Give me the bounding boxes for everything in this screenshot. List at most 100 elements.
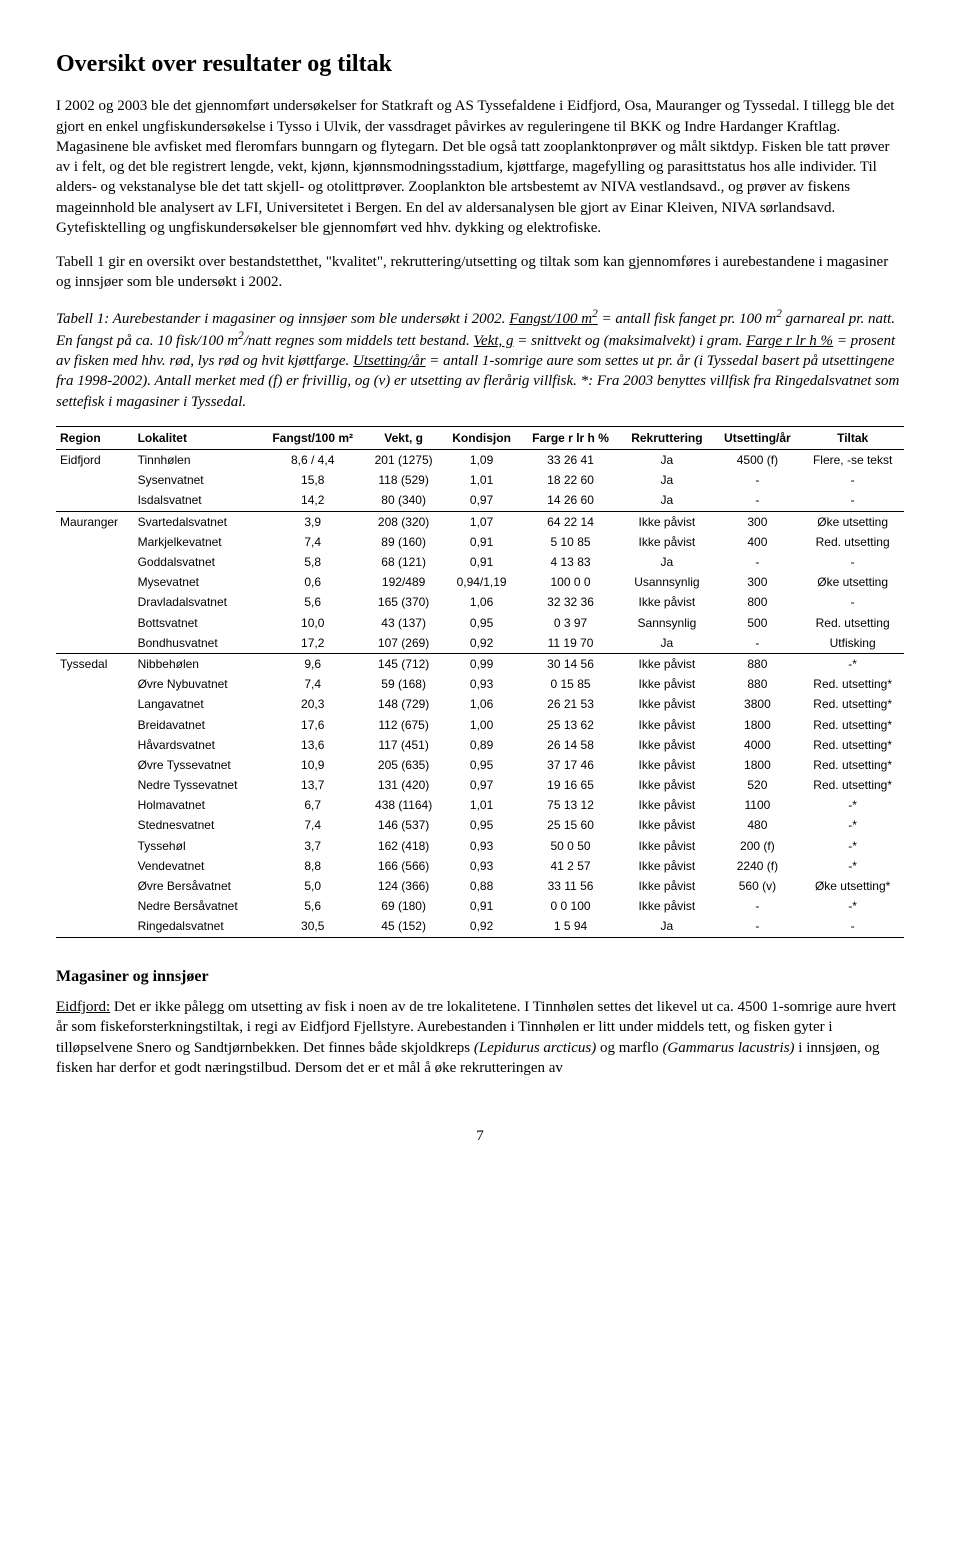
table-cell: 0,88 xyxy=(442,876,520,896)
table-cell: Ikke påvist xyxy=(620,815,713,835)
table-row: Nedre Tyssevatnet13,7131 (420)0,9719 16 … xyxy=(56,775,904,795)
table-cell: 69 (180) xyxy=(365,896,443,916)
col-fangst: Fangst/100 m² xyxy=(261,426,365,449)
table-cell: 520 xyxy=(714,775,802,795)
table-cell: 208 (320) xyxy=(365,511,443,532)
table-cell: Ja xyxy=(620,552,713,572)
table-cell xyxy=(56,896,134,916)
table-cell: 8,6 / 4,4 xyxy=(261,450,365,471)
table-cell: 68 (121) xyxy=(365,552,443,572)
caption-u2: Vekt, g xyxy=(474,333,514,349)
table-cell: 205 (635) xyxy=(365,755,443,775)
table-cell: Utfisking xyxy=(801,633,904,654)
table-cell: 9,6 xyxy=(261,653,365,674)
table-cell: 0,89 xyxy=(442,735,520,755)
table-cell: 560 (v) xyxy=(714,876,802,896)
table-cell xyxy=(56,856,134,876)
table-row: EidfjordTinnhølen8,6 / 4,4201 (1275)1,09… xyxy=(56,450,904,471)
table-cell: 17,6 xyxy=(261,715,365,735)
paragraph-intro: I 2002 og 2003 ble det gjennomført under… xyxy=(56,96,904,238)
table-cell: 25 13 62 xyxy=(521,715,621,735)
table-cell: 10,0 xyxy=(261,613,365,633)
table-cell: 107 (269) xyxy=(365,633,443,654)
table-cell: Ikke påvist xyxy=(620,836,713,856)
col-rekruttering: Rekruttering xyxy=(620,426,713,449)
table-cell: 0,93 xyxy=(442,674,520,694)
table-cell: Red. utsetting* xyxy=(801,694,904,714)
table-cell xyxy=(56,552,134,572)
table-cell: 0,95 xyxy=(442,815,520,835)
table-cell: Ja xyxy=(620,916,713,937)
table-cell: Mauranger xyxy=(56,511,134,532)
table-cell xyxy=(56,633,134,654)
caption-lead: Tabell 1: Aurebestander i magasiner og i… xyxy=(56,311,509,327)
table-cell: Øke utsetting* xyxy=(801,876,904,896)
table-cell: 0 15 85 xyxy=(521,674,621,694)
col-tiltak: Tiltak xyxy=(801,426,904,449)
table-cell: 5 10 85 xyxy=(521,532,621,552)
table-cell xyxy=(56,755,134,775)
table-cell: Red. utsetting xyxy=(801,613,904,633)
table-cell: 1 5 94 xyxy=(521,916,621,937)
table-cell: Red. utsetting xyxy=(801,532,904,552)
table-cell xyxy=(56,916,134,937)
table-cell xyxy=(56,715,134,735)
page-title: Oversikt over resultater og tiltak xyxy=(56,48,904,80)
table-cell: - xyxy=(801,490,904,511)
table-cell: Nibbehølen xyxy=(134,653,261,674)
table-cell: 5,0 xyxy=(261,876,365,896)
table-cell: 112 (675) xyxy=(365,715,443,735)
table-cell: Øvre Nybuvatnet xyxy=(134,674,261,694)
col-farge: Farge r lr h % xyxy=(521,426,621,449)
table-row: Vendevatnet8,8166 (566)0,9341 2 57Ikke p… xyxy=(56,856,904,876)
table-cell: Nedre Tyssevatnet xyxy=(134,775,261,795)
table-cell: Sannsynlig xyxy=(620,613,713,633)
table-cell: 100 0 0 xyxy=(521,572,621,592)
table-cell: Øvre Bersåvatnet xyxy=(134,876,261,896)
table-cell: 166 (566) xyxy=(365,856,443,876)
table-row: Håvardsvatnet13,6117 (451)0,8926 14 58Ik… xyxy=(56,735,904,755)
table-cell: Red. utsetting* xyxy=(801,674,904,694)
table-cell: Bottsvatnet xyxy=(134,613,261,633)
table-cell: 1,09 xyxy=(442,450,520,471)
table-cell: Tyssedal xyxy=(56,653,134,674)
table-cell: 59 (168) xyxy=(365,674,443,694)
table-cell: - xyxy=(714,552,802,572)
table-cell: Svartedalsvatnet xyxy=(134,511,261,532)
table-row: Nedre Bersåvatnet5,669 (180)0,910 0 100I… xyxy=(56,896,904,916)
table-cell: 162 (418) xyxy=(365,836,443,856)
table-cell: Dravladalsvatnet xyxy=(134,592,261,612)
table-row: Sysenvatnet15,8118 (529)1,0118 22 60Ja-- xyxy=(56,470,904,490)
table-cell: 118 (529) xyxy=(365,470,443,490)
table-cell: Tinnhølen xyxy=(134,450,261,471)
eidfjord-text-2: og marflo xyxy=(596,1040,662,1056)
table-row: Ringedalsvatnet30,545 (152)0,921 5 94Ja-… xyxy=(56,916,904,937)
table-cell: 2240 (f) xyxy=(714,856,802,876)
table-cell: Ikke påvist xyxy=(620,876,713,896)
table-cell: Tyssehøl xyxy=(134,836,261,856)
data-table: Region Lokalitet Fangst/100 m² Vekt, g K… xyxy=(56,426,904,938)
table-cell: 17,2 xyxy=(261,633,365,654)
table-row: Øvre Nybuvatnet7,459 (168)0,930 15 85Ikk… xyxy=(56,674,904,694)
table-cell: 32 32 36 xyxy=(521,592,621,612)
table-cell: 13,7 xyxy=(261,775,365,795)
table-cell: 400 xyxy=(714,532,802,552)
table-cell: 75 13 12 xyxy=(521,795,621,815)
table-row: Isdalsvatnet14,280 (340)0,9714 26 60Ja-- xyxy=(56,490,904,511)
table-cell: 165 (370) xyxy=(365,592,443,612)
table-cell: 0,99 xyxy=(442,653,520,674)
table-cell: Ikke påvist xyxy=(620,735,713,755)
table-cell: 20,3 xyxy=(261,694,365,714)
table-cell: 14,2 xyxy=(261,490,365,511)
table-cell: Bondhusvatnet xyxy=(134,633,261,654)
species-1: (Lepidurus arcticus) xyxy=(474,1040,596,1056)
table-cell: Ikke påvist xyxy=(620,856,713,876)
table-cell: 880 xyxy=(714,674,802,694)
table-cell: 146 (537) xyxy=(365,815,443,835)
table-row: TyssedalNibbehølen9,6145 (712)0,9930 14 … xyxy=(56,653,904,674)
table-cell: Markjelkevatnet xyxy=(134,532,261,552)
table-cell: 3,7 xyxy=(261,836,365,856)
table-cell: 0,94/1,19 xyxy=(442,572,520,592)
table-cell: 300 xyxy=(714,511,802,532)
table-cell: 1,06 xyxy=(442,592,520,612)
